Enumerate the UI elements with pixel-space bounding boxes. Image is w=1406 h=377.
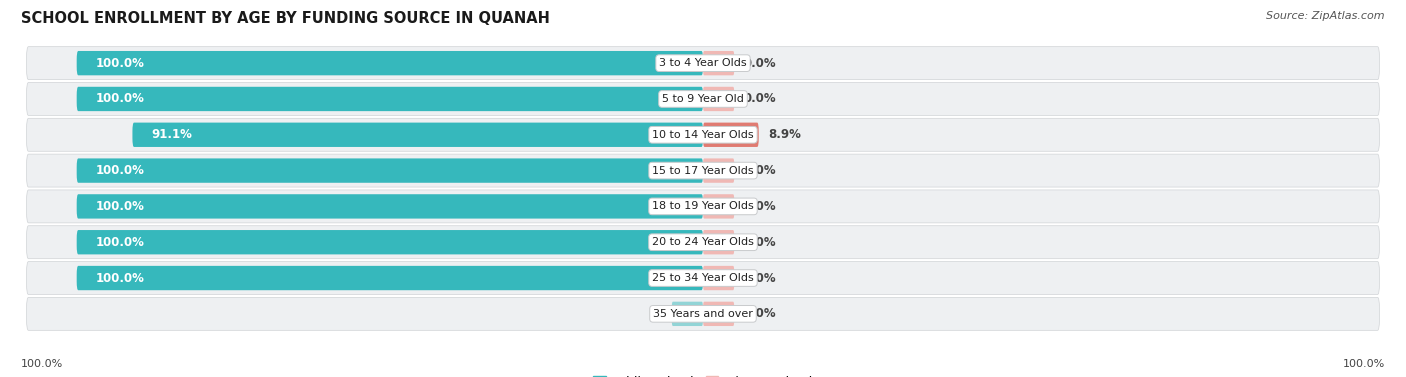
FancyBboxPatch shape <box>27 226 1379 259</box>
Text: 8.9%: 8.9% <box>768 128 801 141</box>
Text: 0.0%: 0.0% <box>744 164 776 177</box>
Text: 5 to 9 Year Old: 5 to 9 Year Old <box>662 94 744 104</box>
FancyBboxPatch shape <box>703 87 734 111</box>
FancyBboxPatch shape <box>27 262 1379 294</box>
Text: 0.0%: 0.0% <box>744 57 776 70</box>
Text: 25 to 34 Year Olds: 25 to 34 Year Olds <box>652 273 754 283</box>
Text: 18 to 19 Year Olds: 18 to 19 Year Olds <box>652 201 754 211</box>
Text: 0.0%: 0.0% <box>744 271 776 285</box>
Text: 0.0%: 0.0% <box>744 92 776 106</box>
Text: 100.0%: 100.0% <box>96 236 145 249</box>
FancyBboxPatch shape <box>77 158 703 183</box>
FancyBboxPatch shape <box>703 158 734 183</box>
FancyBboxPatch shape <box>77 194 703 219</box>
Text: 10 to 14 Year Olds: 10 to 14 Year Olds <box>652 130 754 140</box>
Text: 100.0%: 100.0% <box>21 359 63 369</box>
FancyBboxPatch shape <box>77 87 703 111</box>
Text: SCHOOL ENROLLMENT BY AGE BY FUNDING SOURCE IN QUANAH: SCHOOL ENROLLMENT BY AGE BY FUNDING SOUR… <box>21 11 550 26</box>
FancyBboxPatch shape <box>27 297 1379 330</box>
FancyBboxPatch shape <box>703 230 734 254</box>
FancyBboxPatch shape <box>77 51 703 75</box>
FancyBboxPatch shape <box>27 118 1379 151</box>
Text: 0.0%: 0.0% <box>744 236 776 249</box>
FancyBboxPatch shape <box>27 154 1379 187</box>
FancyBboxPatch shape <box>27 83 1379 115</box>
Text: 100.0%: 100.0% <box>96 271 145 285</box>
FancyBboxPatch shape <box>77 266 703 290</box>
FancyBboxPatch shape <box>27 190 1379 223</box>
Text: 0.0%: 0.0% <box>744 200 776 213</box>
FancyBboxPatch shape <box>703 266 734 290</box>
Text: 100.0%: 100.0% <box>96 92 145 106</box>
Text: Source: ZipAtlas.com: Source: ZipAtlas.com <box>1267 11 1385 21</box>
Text: 15 to 17 Year Olds: 15 to 17 Year Olds <box>652 166 754 176</box>
Legend: Public School, Private School: Public School, Private School <box>593 375 813 377</box>
Text: 91.1%: 91.1% <box>152 128 193 141</box>
Text: 20 to 24 Year Olds: 20 to 24 Year Olds <box>652 237 754 247</box>
Text: 0.0%: 0.0% <box>651 307 685 320</box>
FancyBboxPatch shape <box>77 230 703 254</box>
FancyBboxPatch shape <box>703 194 734 219</box>
FancyBboxPatch shape <box>703 123 759 147</box>
FancyBboxPatch shape <box>672 302 703 326</box>
Text: 100.0%: 100.0% <box>96 57 145 70</box>
FancyBboxPatch shape <box>703 302 734 326</box>
FancyBboxPatch shape <box>703 51 734 75</box>
Text: 100.0%: 100.0% <box>96 200 145 213</box>
Text: 35 Years and over: 35 Years and over <box>652 309 754 319</box>
Text: 100.0%: 100.0% <box>1343 359 1385 369</box>
Text: 100.0%: 100.0% <box>96 164 145 177</box>
Text: 3 to 4 Year Olds: 3 to 4 Year Olds <box>659 58 747 68</box>
FancyBboxPatch shape <box>132 123 703 147</box>
FancyBboxPatch shape <box>27 47 1379 80</box>
Text: 0.0%: 0.0% <box>744 307 776 320</box>
